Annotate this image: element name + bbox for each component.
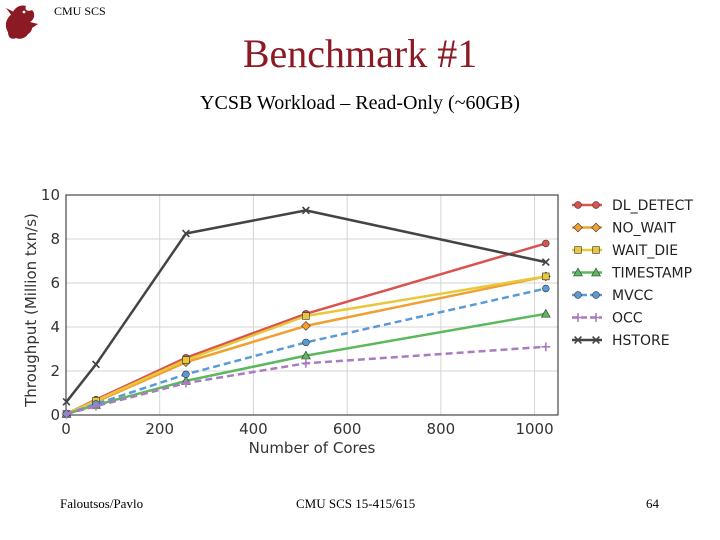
page-number: 64 xyxy=(646,496,659,511)
legend-label-no-wait: NO_WAIT xyxy=(612,221,676,237)
y-tick-label: 2 xyxy=(50,362,60,380)
data-point-mvcc xyxy=(182,370,190,379)
data-point-occ xyxy=(301,358,311,368)
y-tick-label: 10 xyxy=(41,186,60,204)
y-tick-label: 4 xyxy=(50,318,60,336)
data-point-occ xyxy=(181,378,191,388)
x-tick-label: 800 xyxy=(427,420,456,438)
legend-marker-no-wait xyxy=(573,222,583,233)
data-point-occ xyxy=(91,401,101,411)
legend-label-wait-die: WAIT_DIE xyxy=(612,243,678,259)
throughput-chart: 0 200 400 600 800 1000 0 2 4 6 8 10 Number of Cores T… xyxy=(22,186,693,457)
legend-marker-wait-die xyxy=(592,246,600,254)
x-axis-label: Number of Cores xyxy=(249,439,376,457)
legend-label-mvcc: MVCC xyxy=(612,288,653,304)
footer-author: Faloutsos/Pavlo xyxy=(60,496,144,511)
data-point-wait-die xyxy=(182,356,190,364)
plot-frame xyxy=(65,194,559,416)
y-tick-label: 0 xyxy=(50,406,60,424)
data-point-occ xyxy=(62,409,71,419)
legend-marker-hstore xyxy=(592,336,600,344)
data-point-hstore xyxy=(181,229,190,238)
x-tick-label: 200 xyxy=(145,420,174,438)
data-point-wait-die xyxy=(542,272,550,281)
slide-subtitle: YCSB Workload – Read-Only (~60GB) xyxy=(200,92,520,114)
legend-label-dl-detect: DL_DETECT xyxy=(612,198,693,214)
griffin-logo xyxy=(5,5,38,39)
slide-title: Benchmark #1 xyxy=(242,31,478,76)
legend-label-timestamp: TIMESTAMP xyxy=(611,266,692,282)
data-point-mvcc xyxy=(542,284,550,293)
legend-marker-occ xyxy=(573,313,583,322)
data-point-timestamp xyxy=(540,308,551,318)
legend-marker-no-wait xyxy=(591,222,601,233)
legend-label-occ: OCC xyxy=(612,311,643,327)
footer-course: CMU SCS 15-415/615 xyxy=(296,496,416,511)
data-point-hstore xyxy=(62,397,71,406)
data-point-occ xyxy=(541,342,551,352)
x-tick-label: 0 xyxy=(61,420,71,438)
legend-label-hstore: HSTORE xyxy=(612,333,670,349)
data-point-dl-detect xyxy=(542,239,550,248)
legend-marker-dl-detect xyxy=(592,201,600,209)
x-tick-label: 600 xyxy=(333,420,362,438)
data-point-no-wait xyxy=(301,321,311,331)
data-point-hstore xyxy=(541,258,550,267)
legend-marker-mvcc xyxy=(574,291,582,299)
y-axis-label: Throughput (Million txn/s) xyxy=(22,213,40,408)
org-label: CMU SCS xyxy=(54,4,106,18)
data-point-wait-die xyxy=(302,312,310,320)
y-tick-label: 6 xyxy=(50,274,60,292)
legend-marker-timestamp xyxy=(591,267,601,277)
data-point-hstore xyxy=(92,360,100,369)
legend-marker-occ xyxy=(591,313,601,322)
legend-marker-mvcc xyxy=(592,291,600,299)
legend-marker-timestamp xyxy=(573,267,583,277)
legend-marker-hstore xyxy=(574,336,582,344)
legend-marker-wait-die xyxy=(574,246,582,254)
x-tick-label: 1000 xyxy=(515,420,553,438)
legend-marker-dl-detect xyxy=(574,201,582,209)
data-point-hstore xyxy=(301,206,310,215)
x-tick-label: 400 xyxy=(239,420,268,438)
y-tick-label: 8 xyxy=(50,230,60,248)
data-point-mvcc xyxy=(302,338,310,347)
